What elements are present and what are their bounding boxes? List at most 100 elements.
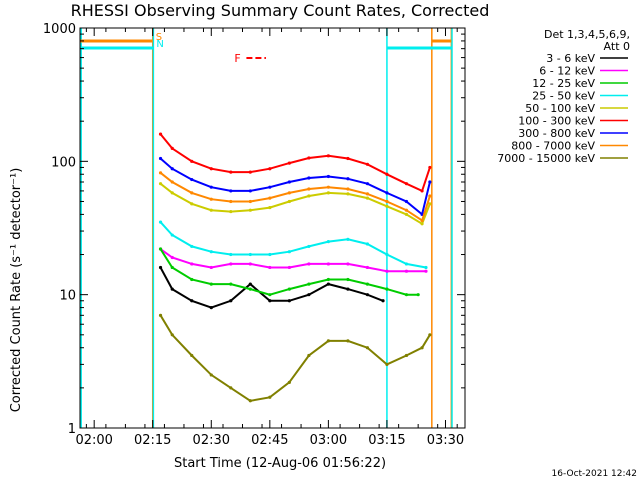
data-point-s2-7 (268, 265, 272, 270)
legend-header-line1: Det 1,3,4,5,6,9, (544, 28, 630, 41)
data-point-s6-7 (268, 167, 272, 171)
data-point-s6-11 (346, 156, 350, 161)
data-point-s7-4 (209, 185, 213, 189)
data-point-s8-5 (229, 199, 233, 204)
series-line-6 (159, 133, 431, 193)
legend-label-8: 800 - 7000 keV (511, 140, 595, 153)
data-point-s8-2 (170, 180, 174, 184)
data-point-s7-13 (385, 191, 389, 195)
data-point-s3-5 (229, 282, 233, 286)
data-point-s2-10 (326, 262, 330, 266)
data-point-s4-1 (158, 220, 163, 224)
x-tick-label-7: 03:30 (427, 433, 464, 448)
legend-label-4: 25 - 50 keV (532, 90, 595, 103)
data-point-s3-2 (170, 265, 174, 270)
x-tick-label-4: 02:45 (251, 433, 288, 448)
data-point-s7-9 (307, 176, 311, 180)
data-point-s9-8 (287, 380, 291, 384)
data-point-s4-13 (385, 252, 389, 257)
data-point-s1-12 (365, 293, 370, 297)
x-tick-label-3: 02:30 (193, 433, 230, 448)
y-tick-label-4: 1000 (43, 22, 76, 37)
data-point-s5-13 (385, 204, 389, 208)
chart-marks: SN F (80, 28, 453, 428)
data-point-s4-14 (404, 262, 409, 266)
data-point-s9-2 (170, 333, 174, 337)
data-point-s2-4 (209, 265, 213, 270)
data-point-s6-4 (209, 167, 213, 171)
data-point-s8-13 (385, 199, 389, 204)
data-point-s6-1 (158, 132, 163, 136)
data-point-s1-4 (209, 305, 213, 310)
data-point-s4-8 (287, 250, 291, 254)
data-point-s3-7 (268, 293, 272, 297)
data-point-s5-15 (420, 222, 424, 226)
data-point-s8-15 (420, 218, 424, 223)
data-point-s9-3 (190, 353, 194, 358)
data-point-s6-13 (385, 172, 389, 176)
data-point-s4-5 (229, 252, 233, 257)
legend-label-5: 50 - 100 keV (525, 102, 595, 115)
y-tick-label-1: 1 (68, 422, 76, 437)
data-point-s3-12 (365, 282, 370, 286)
data-point-s8-8 (287, 191, 291, 195)
data-point-s9-16 (428, 333, 432, 337)
data-point-s4-15 (424, 265, 428, 270)
data-point-s8-4 (209, 197, 213, 201)
data-point-s2-12 (365, 265, 370, 270)
data-point-s1-8 (287, 299, 291, 303)
data-point-s8-3 (190, 191, 194, 195)
data-point-s9-15 (420, 346, 424, 350)
data-point-s3-3 (190, 277, 194, 282)
data-point-s7-3 (190, 177, 194, 182)
data-point-s3-14 (404, 293, 409, 297)
data-point-s6-6 (248, 170, 252, 174)
data-point-s1-6 (248, 282, 252, 286)
y-tick-label-3: 100 (51, 155, 76, 170)
data-point-s9-4 (209, 373, 213, 377)
data-point-s5-10 (326, 191, 330, 195)
data-point-s2-14 (404, 269, 409, 273)
data-point-s5-7 (268, 205, 272, 210)
data-point-s9-7 (268, 395, 272, 399)
data-point-s8-6 (248, 199, 252, 204)
data-point-s8-9 (307, 187, 311, 191)
series-line-8 (159, 172, 431, 223)
data-point-s2-8 (287, 265, 291, 270)
data-point-s2-9 (307, 262, 311, 266)
data-point-s3-10 (326, 277, 330, 282)
data-point-s5-8 (287, 199, 291, 204)
data-point-s5-9 (307, 194, 311, 198)
data-point-s9-5 (229, 386, 233, 390)
data-point-s6-9 (307, 156, 311, 160)
data-point-s4-10 (326, 240, 330, 244)
data-point-s9-1 (158, 313, 163, 317)
data-point-s7-10 (326, 174, 330, 179)
flare-marker-label: F (234, 52, 240, 65)
x-tick-label-6: 03:15 (368, 433, 405, 448)
data-point-s9-13 (385, 362, 389, 366)
data-point-s3-1 (158, 247, 163, 251)
data-point-s8-16 (428, 194, 432, 198)
data-point-s5-11 (346, 192, 350, 196)
x-axis-label: Start Time (12-Aug-06 01:56:22) (174, 456, 386, 471)
data-point-s9-12 (365, 346, 370, 350)
data-point-s7-12 (365, 182, 370, 186)
data-point-s7-16 (428, 180, 432, 184)
axes: 1 10 100 1000 02:00 02:15 02:30 02:45 03:00 03:15… (43, 22, 466, 448)
data-point-s7-2 (170, 167, 174, 171)
data-point-s4-4 (209, 250, 213, 254)
legend-header-line2: Att 0 (604, 40, 630, 53)
data-point-s3-15 (416, 293, 420, 297)
data-point-s5-3 (190, 202, 194, 206)
data-point-s5-5 (229, 209, 233, 214)
data-point-s8-14 (404, 208, 409, 212)
data-point-s4-9 (307, 244, 311, 249)
data-point-s9-6 (248, 399, 252, 403)
data-point-s1-9 (307, 293, 311, 297)
data-point-s3-4 (209, 282, 213, 286)
data-point-s2-15 (424, 269, 428, 273)
data-point-s5-4 (209, 208, 213, 212)
